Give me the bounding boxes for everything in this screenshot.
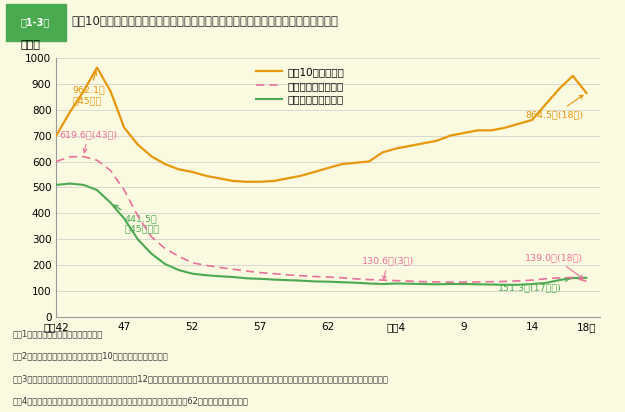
Text: 4　自動車走行キロは国土交通省資料により，軽自動車によるものは昭和62年度から計上された。: 4 自動車走行キロは国土交通省資料により，軽自動車によるものは昭和62年度から計… [12, 396, 248, 405]
Text: 441.5人
（45年度）: 441.5人 （45年度） [114, 205, 159, 234]
FancyBboxPatch shape [6, 4, 66, 41]
Text: 注　1　死傷者数は警察庁資料による。: 注 1 死傷者数は警察庁資料による。 [12, 330, 103, 339]
Text: 139.0人(18年): 139.0人(18年) [525, 253, 583, 279]
Text: 864.5人(18年): 864.5人(18年) [525, 95, 583, 119]
Text: （人）: （人） [21, 40, 41, 50]
Text: 130.6人(3年): 130.6人(3年) [362, 256, 414, 280]
Text: 151.3人(17年度): 151.3人(17年度) [498, 278, 569, 292]
Text: 人口10万人・自動車１万台・自動車１億走行キロ当たりの交通事故死傷者数の推移: 人口10万人・自動車１万台・自動車１億走行キロ当たりの交通事故死傷者数の推移 [72, 15, 339, 28]
Text: 第1-3図: 第1-3図 [21, 17, 50, 27]
Text: 962.1人
（45年）: 962.1人 （45年） [72, 71, 105, 105]
Legend: 人口10万人当たり, 自動車１万台当たり, １億走行キロ当たり: 人口10万人当たり, 自動車１万台当たり, １億走行キロ当たり [252, 63, 348, 108]
Text: 2　人口は総務省資料により，各年10月１日現在の値である。: 2 人口は総務省資料により，各年10月１日現在の値である。 [12, 352, 168, 361]
Text: 3　自動車保有台数は国土交通省資料により，各年12月末現在の値である。保有台数には，第１種及び第２種原動機付自転車並びに小型特殊自動車を含まない。: 3 自動車保有台数は国土交通省資料により，各年12月末現在の値である。保有台数に… [12, 374, 388, 383]
Text: 619.6人(43年): 619.6人(43年) [59, 130, 117, 152]
